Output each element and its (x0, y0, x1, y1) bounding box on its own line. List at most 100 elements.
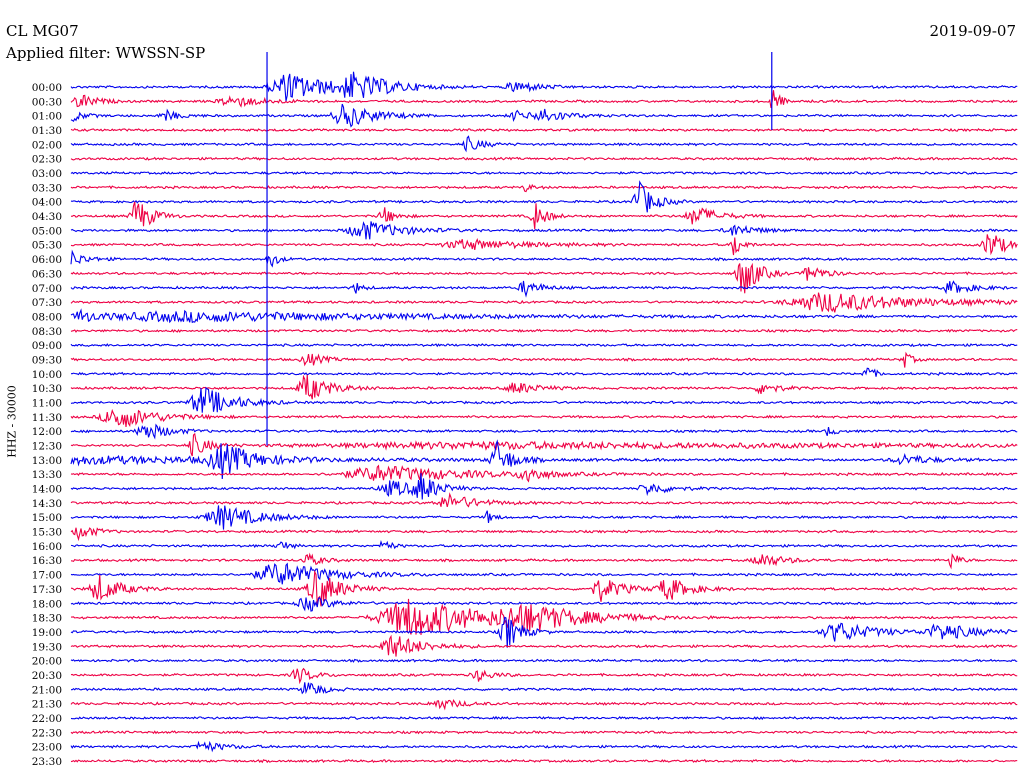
seismic-trace-row (70, 71, 1018, 102)
seismic-trace-row (70, 308, 1018, 324)
seismic-trace-row (70, 682, 1018, 695)
row-time-label: 09:00 (32, 340, 62, 352)
seismic-trace-row (70, 423, 1018, 440)
row-time-label: 07:00 (32, 283, 62, 295)
seismic-trace-row (70, 552, 1018, 570)
row-time-label: 10:30 (32, 383, 62, 395)
seismic-trace-row (70, 180, 1018, 213)
seismic-trace-row (70, 527, 1018, 542)
seismic-trace-row (70, 464, 1018, 483)
seismic-trace-row (70, 698, 1018, 711)
seismic-trace-row (70, 596, 1018, 612)
row-time-label: 23:30 (32, 756, 62, 768)
seismic-trace-row (70, 408, 1018, 427)
seismic-trace-row (70, 667, 1018, 685)
seismic-trace-row (70, 439, 1018, 480)
filter-subtitle: Applied filter: WWSSN-SP (6, 44, 206, 62)
seismic-trace-row (70, 598, 1018, 635)
row-time-label: 15:00 (32, 512, 62, 524)
seismic-trace-row (70, 292, 1018, 313)
chart-header: CL MG07 Applied filter: WWSSN-SP (6, 20, 205, 64)
row-time-label: 01:00 (32, 111, 62, 123)
chart-date: 2019-09-07 (929, 22, 1016, 40)
seismic-trace-row (70, 183, 1018, 193)
row-time-label: 08:30 (32, 326, 62, 338)
row-time-label: 21:30 (32, 699, 62, 711)
seismic-trace-row (70, 758, 1018, 764)
row-time-label: 14:00 (32, 484, 62, 496)
row-time-label: 22:00 (32, 713, 62, 725)
row-time-label: 02:30 (32, 154, 62, 166)
seismic-trace-row (70, 127, 1018, 133)
station-title: CL MG07 (6, 22, 79, 40)
seismic-trace-row (70, 473, 1018, 500)
row-time-label: 03:30 (32, 182, 62, 194)
row-time-label: 05:30 (32, 240, 62, 252)
seismic-trace-row (70, 103, 1018, 128)
row-time-label: 17:00 (32, 570, 62, 582)
row-time-label: 00:00 (32, 82, 62, 94)
seismic-trace-row (70, 156, 1018, 161)
seismic-trace-row (70, 343, 1018, 348)
row-time-label: 11:30 (32, 412, 62, 424)
seismic-trace-row (70, 328, 1018, 333)
row-time-label: 08:00 (32, 311, 62, 323)
seismic-trace-row (70, 135, 1018, 153)
seismic-trace-row (70, 234, 1018, 256)
seismic-trace-row (70, 90, 1018, 109)
row-time-label: 06:00 (32, 254, 62, 266)
seismic-trace-row (70, 367, 1018, 377)
row-time-label: 01:30 (32, 125, 62, 137)
row-time-label: 05:00 (32, 225, 62, 237)
row-time-label: 22:30 (32, 727, 62, 739)
seismic-trace-row (70, 386, 1018, 413)
row-time-label: 23:00 (32, 742, 62, 754)
row-time-label: 07:30 (32, 297, 62, 309)
seismic-trace-row (70, 351, 1018, 368)
seismic-trace-row (70, 539, 1018, 550)
row-time-label: 18:30 (32, 613, 62, 625)
seismic-trace-row (70, 616, 1018, 648)
row-time-label: 13:00 (32, 455, 62, 467)
row-time-label: 13:30 (32, 469, 62, 481)
row-time-label: 11:00 (32, 397, 62, 409)
row-time-label: 04:30 (32, 211, 62, 223)
seismic-trace-row (70, 170, 1018, 176)
row-time-label: 16:00 (32, 541, 62, 553)
seismic-trace-row (70, 658, 1018, 663)
row-time-label: 16:30 (32, 555, 62, 567)
seismic-trace-row (70, 562, 1018, 585)
seismic-trace-row (70, 432, 1018, 457)
row-time-label: 10:00 (32, 369, 62, 381)
seismic-trace-row (70, 221, 1018, 240)
row-time-label: 03:00 (32, 168, 62, 180)
row-time-label: 04:00 (32, 197, 62, 209)
row-time-label: 09:30 (32, 354, 62, 366)
seismic-trace-row (70, 634, 1018, 657)
seismic-trace-row (70, 505, 1018, 530)
seismic-trace-row (70, 715, 1018, 721)
row-time-label: 15:30 (32, 527, 62, 539)
seismic-trace-row (70, 249, 1018, 268)
row-time-label: 17:30 (32, 584, 62, 596)
row-time-label: 00:30 (32, 96, 62, 108)
row-time-label: 19:00 (32, 627, 62, 639)
seismic-trace-row (70, 730, 1018, 735)
seismic-trace-row (70, 201, 1018, 230)
row-time-label: 18:00 (32, 598, 62, 610)
row-time-label: 12:30 (32, 441, 62, 453)
seismic-trace-row (70, 280, 1018, 298)
row-time-label: 20:00 (32, 656, 62, 668)
seismic-trace-row (70, 740, 1018, 753)
seismic-trace-row (70, 262, 1018, 294)
seismic-trace-row (70, 374, 1018, 400)
row-time-label: 14:30 (32, 498, 62, 510)
seismic-trace-row (70, 492, 1018, 508)
row-time-label: 21:00 (32, 684, 62, 696)
row-time-label: 02:00 (32, 139, 62, 151)
seismic-trace-row (70, 569, 1018, 607)
row-time-label: 19:30 (32, 641, 62, 653)
row-time-label: 12:00 (32, 426, 62, 438)
row-time-label: 06:30 (32, 268, 62, 280)
